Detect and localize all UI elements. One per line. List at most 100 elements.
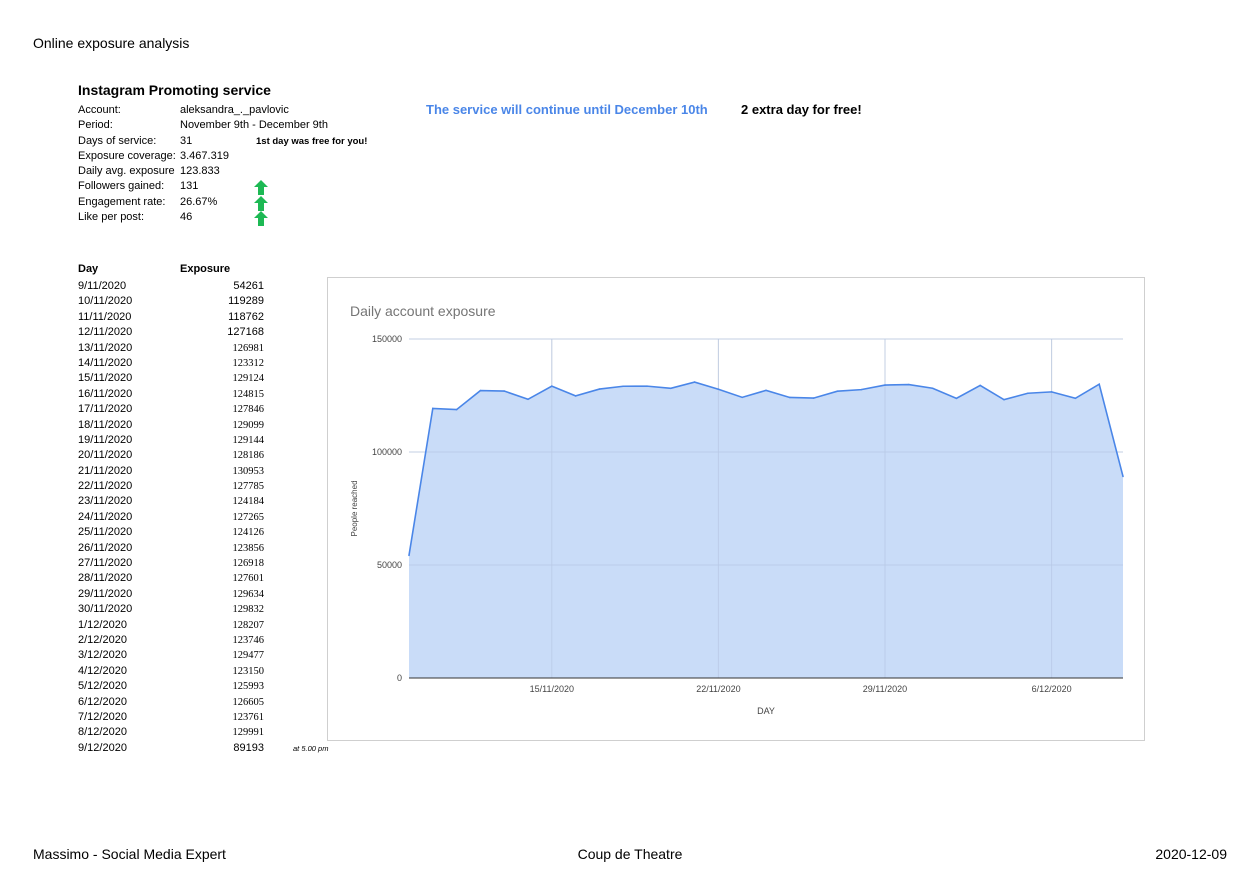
info-label: Period: bbox=[78, 119, 113, 132]
data-point bbox=[789, 396, 791, 399]
table-cell-exposure: 129124 bbox=[232, 373, 265, 385]
table-cell-day: 18/11/2020 bbox=[78, 418, 133, 431]
table-cell-exposure: 129991 bbox=[232, 727, 265, 739]
table-cell-exposure: 127265 bbox=[232, 511, 265, 523]
table-cell-exposure: 125993 bbox=[232, 681, 265, 693]
data-point bbox=[432, 407, 434, 410]
table-cell-day: 19/11/2020 bbox=[78, 433, 133, 446]
table-cell-exposure: 129144 bbox=[232, 434, 265, 446]
table-cell-day: 22/11/2020 bbox=[78, 480, 133, 493]
table-cell-day: 6/12/2020 bbox=[78, 695, 127, 708]
table-cell-exposure: 126605 bbox=[232, 696, 265, 708]
data-point bbox=[884, 384, 886, 386]
table-cell-exposure: 130953 bbox=[232, 465, 265, 477]
data-point bbox=[527, 398, 529, 401]
table-cell-day: 27/11/2020 bbox=[78, 557, 133, 570]
x-axis-label: DAY bbox=[757, 706, 775, 716]
table-cell-day: 17/11/2020 bbox=[78, 403, 133, 416]
table-cell-exposure: 127846 bbox=[232, 404, 265, 416]
table-cell-exposure: 128186 bbox=[232, 450, 265, 462]
table-cell-day: 3/12/2020 bbox=[78, 649, 127, 662]
info-value: November 9th - December 9th bbox=[180, 119, 328, 132]
table-cell-day: 16/11/2020 bbox=[78, 387, 133, 400]
data-point bbox=[1050, 391, 1053, 393]
footer-company: Coup de Theatre bbox=[577, 846, 683, 862]
table-cell-day: 11/11/2020 bbox=[78, 310, 132, 323]
table-cell-day: 12/11/2020 bbox=[78, 326, 133, 339]
continue-notice: The service will continue until December… bbox=[426, 102, 708, 117]
table-cell-day: 8/12/2020 bbox=[78, 726, 127, 739]
table-cell-exposure: 124184 bbox=[232, 496, 265, 508]
x-tick-label: 22/11/2020 bbox=[696, 684, 740, 694]
info-value: aleksandra_._pavlovic bbox=[180, 104, 289, 116]
info-label: Days of service: bbox=[78, 134, 157, 147]
data-point bbox=[670, 387, 672, 390]
table-cell-day: 29/11/2020 bbox=[78, 587, 133, 600]
table-cell-day: 23/11/2020 bbox=[78, 495, 133, 508]
exposure-chart-svg: Daily account exposure 0 50000 100000 150000… bbox=[350, 303, 1124, 716]
table-cell-exposure: 127785 bbox=[232, 481, 265, 493]
info-label: Followers gained: bbox=[78, 180, 165, 193]
service-title: Instagram Promoting service bbox=[78, 82, 271, 98]
table-cell-exposure: 119289 bbox=[228, 295, 264, 308]
x-tick-label: 15/11/2020 bbox=[530, 684, 574, 694]
info-value: 26.67% bbox=[180, 195, 218, 208]
data-point bbox=[955, 397, 958, 400]
y-tick-label: 0 bbox=[397, 673, 402, 683]
table-header-exposure: Exposure bbox=[180, 263, 231, 275]
table-cell-note: at 5.00 pm bbox=[293, 743, 329, 753]
table-cell-day: 9/11/2020 bbox=[78, 280, 127, 292]
table-cell-exposure: 123746 bbox=[232, 634, 265, 646]
table-cell-day: 30/11/2020 bbox=[78, 603, 133, 616]
data-point bbox=[574, 395, 577, 397]
extra-days-notice: 2 extra day for free! bbox=[741, 102, 862, 117]
table-cell-day: 4/12/2020 bbox=[78, 664, 127, 677]
data-point bbox=[646, 385, 648, 387]
data-point bbox=[979, 384, 981, 387]
data-point bbox=[1122, 475, 1124, 478]
table-cell-day: 5/12/2020 bbox=[78, 680, 127, 693]
info-note: 1st day was free for you! bbox=[256, 135, 368, 147]
table-cell-day: 7/12/2020 bbox=[78, 710, 127, 723]
data-point bbox=[1003, 398, 1005, 401]
info-label: Like per post: bbox=[78, 211, 145, 224]
info-value: 123.833 bbox=[180, 165, 220, 178]
table-cell-day: 14/11/2020 bbox=[78, 356, 133, 369]
data-point bbox=[622, 385, 624, 388]
table-cell-day: 13/11/2020 bbox=[78, 341, 133, 354]
data-point bbox=[408, 554, 410, 557]
data-point bbox=[741, 396, 743, 399]
info-value: 3.467.319 bbox=[180, 149, 229, 162]
y-tick-label: 150000 bbox=[372, 334, 402, 344]
table-cell-day: 24/11/2020 bbox=[78, 510, 133, 523]
info-value: 46 bbox=[180, 211, 193, 224]
exposure-chart: Daily account exposure 0 50000 100000 150000… bbox=[327, 277, 1145, 741]
table-cell-exposure: 123761 bbox=[232, 711, 265, 723]
x-tick-label: 6/12/2020 bbox=[1032, 684, 1072, 694]
data-point bbox=[503, 390, 505, 392]
data-point bbox=[812, 397, 815, 399]
table-cell-day: 2/12/2020 bbox=[78, 633, 127, 646]
table-cell-exposure: 123150 bbox=[232, 665, 265, 677]
y-tick-label: 50000 bbox=[377, 560, 402, 570]
table-cell-day: 25/11/2020 bbox=[78, 526, 133, 539]
y-tick-label: 100000 bbox=[372, 447, 402, 457]
table-cell-day: 10/11/2020 bbox=[78, 295, 133, 308]
data-point bbox=[765, 389, 767, 392]
arrow-up-icon bbox=[254, 195, 268, 211]
data-point bbox=[455, 408, 458, 411]
data-point bbox=[1074, 397, 1077, 400]
x-tick-label: 29/11/2020 bbox=[863, 684, 907, 694]
table-header-day: Day bbox=[78, 263, 99, 275]
y-axis-label: People reached bbox=[350, 480, 359, 536]
table-cell-exposure: 126981 bbox=[232, 342, 265, 354]
table-cell-exposure: 54261 bbox=[233, 280, 264, 292]
table-cell-day: 21/11/2020 bbox=[78, 464, 133, 477]
info-label: Exposure coverage: bbox=[78, 149, 176, 162]
table-cell-exposure: 128207 bbox=[232, 619, 265, 631]
info-value: 31 bbox=[180, 134, 193, 147]
data-point bbox=[836, 390, 839, 392]
data-point bbox=[717, 388, 720, 391]
data-point bbox=[931, 387, 934, 390]
info-label: Account: bbox=[78, 104, 121, 116]
